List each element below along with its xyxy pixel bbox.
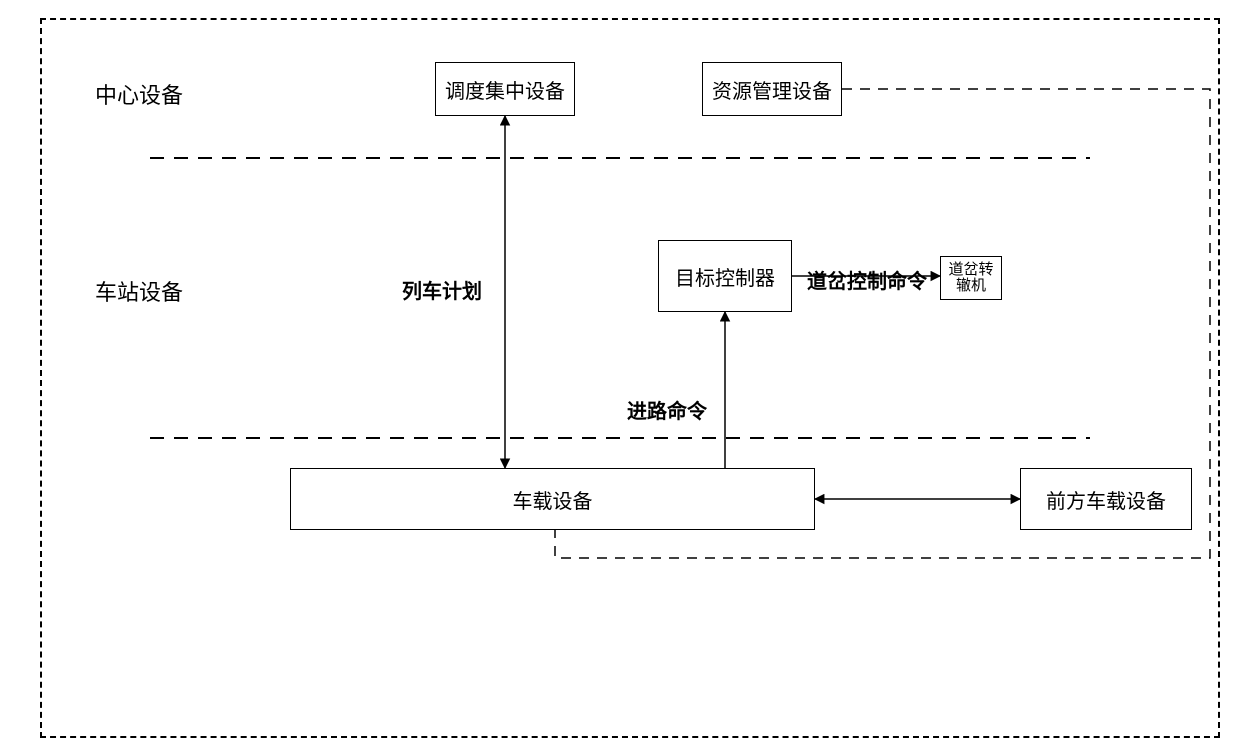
node-dispatch: 调度集中设备 <box>435 62 575 116</box>
diagram-canvas: 中心设备 车站设备 调度集中设备 资源管理设备 目标控制器 道岔转辙机 车载设备… <box>0 0 1240 750</box>
node-target-controller-label: 目标控制器 <box>675 262 775 291</box>
node-onboard-equipment: 车载设备 <box>290 468 815 530</box>
node-resource-label: 资源管理设备 <box>712 75 832 104</box>
outer-dashed-border <box>40 18 1220 738</box>
node-onboard-equipment-label: 车载设备 <box>513 485 593 514</box>
node-resource: 资源管理设备 <box>702 62 842 116</box>
node-front-onboard-equipment-label: 前方车载设备 <box>1046 485 1166 514</box>
node-front-onboard-equipment: 前方车载设备 <box>1020 468 1192 530</box>
node-switch-machine-label: 道岔转辙机 <box>943 262 999 295</box>
zone-label-station: 车站设备 <box>95 275 183 307</box>
node-dispatch-label: 调度集中设备 <box>445 75 565 104</box>
node-target-controller: 目标控制器 <box>658 240 792 312</box>
edge-label-switch-command: 道岔控制命令 <box>805 265 929 294</box>
zone-label-center: 中心设备 <box>95 78 183 110</box>
edge-label-train-plan: 列车计划 <box>400 275 484 304</box>
node-switch-machine: 道岔转辙机 <box>940 256 1002 300</box>
edge-label-route-command: 进路命令 <box>625 395 709 424</box>
